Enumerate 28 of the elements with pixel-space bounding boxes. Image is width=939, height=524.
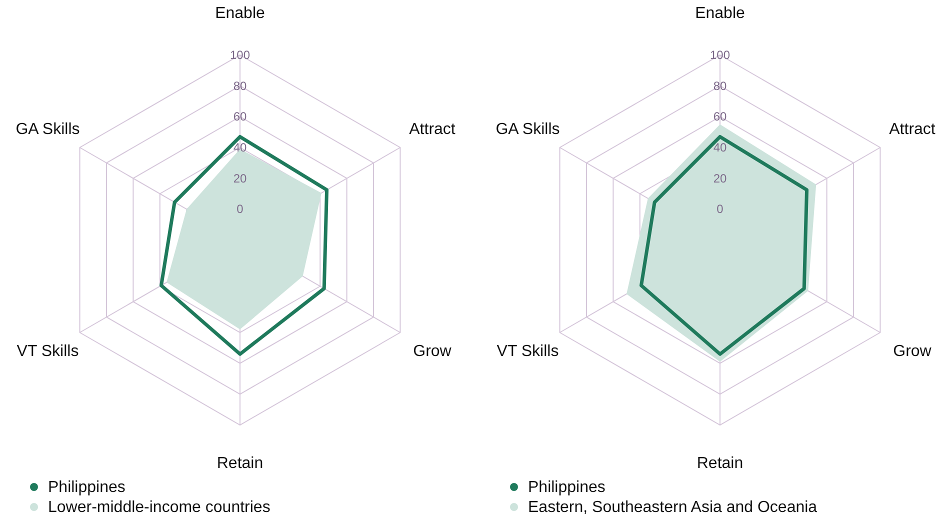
y-tick-label: 80 (233, 78, 247, 93)
y-tick-label: 100 (710, 48, 730, 62)
spoke-label: GA Skills (16, 121, 80, 138)
spoke-label: Grow (893, 343, 932, 360)
spoke-label: GA Skills (496, 121, 560, 138)
spoke-label: Retain (696, 455, 744, 472)
legend-label: Eastern, Southeastern Asia and Oceania (528, 499, 818, 516)
legend-label: Philippines (48, 479, 126, 496)
y-tick-label: 60 (233, 110, 247, 124)
spoke-label: Grow (413, 343, 452, 360)
legend-label: Philippines (528, 479, 606, 496)
spoke-label: VT Skills (16, 343, 79, 360)
y-tick-label: 80 (713, 78, 727, 93)
y-tick-label: 100 (230, 48, 250, 62)
spoke-label: Enable (695, 5, 746, 22)
y-tick-label: 20 (233, 171, 247, 186)
legend-label: Lower-middle-income countries (48, 499, 270, 516)
spoke-label: Enable (215, 5, 266, 22)
spoke-label: VT Skills (496, 343, 559, 360)
y-tick-label: 40 (233, 140, 247, 154)
y-tick-label: 20 (713, 171, 727, 186)
spoke-label: Attract (889, 121, 936, 138)
y-tick-label: 60 (713, 110, 727, 124)
spoke-label: Attract (409, 121, 456, 138)
spoke-label: Retain (216, 455, 264, 472)
y-tick-label: 40 (713, 140, 727, 154)
y-tick-label: 0 (716, 202, 724, 216)
y-tick-label: 0 (236, 202, 244, 216)
